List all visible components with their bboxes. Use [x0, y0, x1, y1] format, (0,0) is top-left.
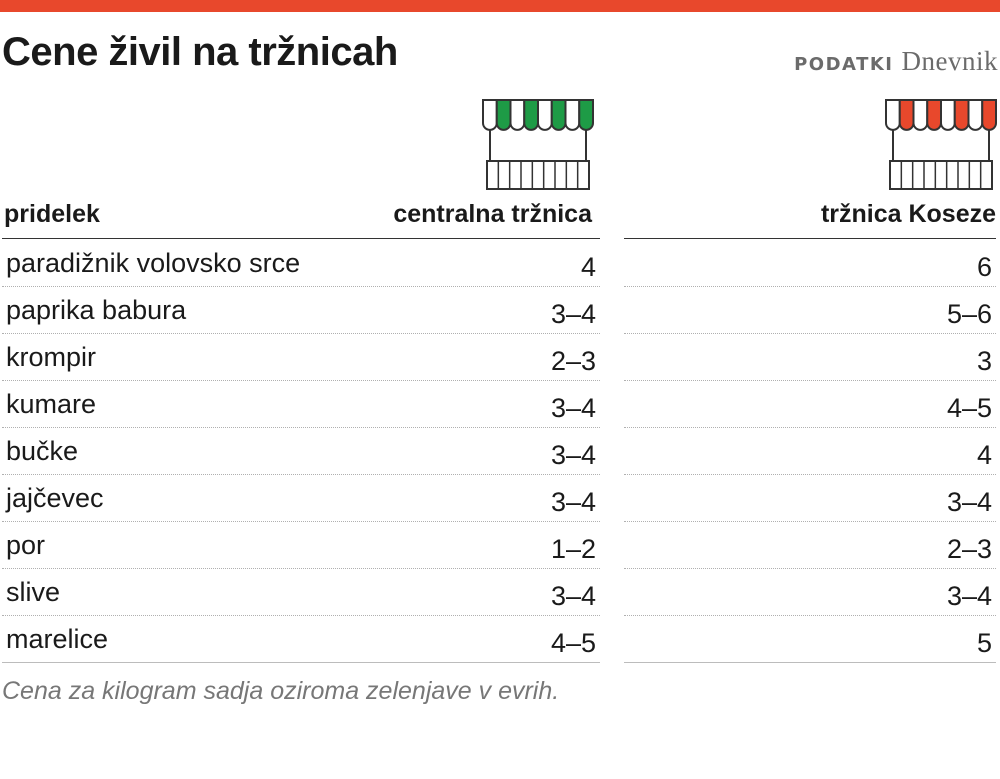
header-rule-right: [624, 238, 996, 239]
row-divider-left: [2, 380, 600, 381]
source-brand: Dnevnik: [901, 46, 998, 76]
row-value-centralna: 3–4: [550, 440, 596, 470]
column-header-koseze: tržnica Koseze: [820, 200, 996, 228]
row-divider-right: [624, 474, 996, 475]
row-value-centralna: 3–4: [550, 487, 596, 517]
row-value-koseze: 2–3: [946, 534, 992, 564]
row-value-centralna: 4: [580, 252, 596, 282]
column-header-item: pridelek: [4, 200, 100, 228]
row-item-name: paradižnik volovsko srce: [6, 248, 301, 278]
source-label: PODATKI: [794, 54, 894, 75]
header-rule-left: [2, 238, 600, 239]
row-value-koseze: 3–4: [946, 487, 992, 517]
column-header-centralna: centralna tržnica: [393, 200, 592, 228]
row-item-name: slive: [6, 577, 61, 607]
row-item-name: paprika babura: [6, 295, 187, 325]
row-divider-right: [624, 568, 996, 569]
row-item-name: jajčevec: [6, 483, 104, 513]
row-divider-right: [624, 427, 996, 428]
row-divider-right: [624, 380, 996, 381]
footnote: Cena za kilogram sadja oziroma zelenjave…: [2, 677, 560, 705]
row-item-name: kumare: [6, 389, 97, 419]
row-divider-left: [2, 615, 600, 616]
row-value-koseze: 4–5: [946, 393, 992, 423]
row-value-centralna: 4–5: [550, 628, 596, 658]
row-divider-left: [2, 474, 600, 475]
accent-bar: [0, 0, 1000, 12]
row-divider-right: [624, 333, 996, 334]
row-divider-left: [2, 568, 600, 569]
market-stall-green-icon: [482, 99, 594, 190]
row-divider-left: [2, 427, 600, 428]
row-item-name: krompir: [6, 342, 97, 372]
page-title: Cene živil na tržnicah: [2, 30, 398, 74]
row-value-centralna: 2–3: [550, 346, 596, 376]
bottom-rule-right: [624, 662, 996, 663]
row-value-centralna: 3–4: [550, 299, 596, 329]
row-item-name: por: [6, 530, 46, 560]
row-divider-left: [2, 521, 600, 522]
row-divider-right: [624, 521, 996, 522]
row-divider-right: [624, 286, 996, 287]
row-divider-right: [624, 615, 996, 616]
row-value-koseze: 3–4: [946, 581, 992, 611]
source-credit: PODATKI Dnevnik: [794, 46, 998, 77]
row-item-name: marelice: [6, 624, 109, 654]
row-value-koseze: 5–6: [946, 299, 992, 329]
row-value-centralna: 3–4: [550, 581, 596, 611]
row-value-koseze: 5: [976, 628, 992, 658]
row-divider-left: [2, 333, 600, 334]
row-value-centralna: 3–4: [550, 393, 596, 423]
row-value-koseze: 6: [976, 252, 992, 282]
row-item-name: bučke: [6, 436, 79, 466]
row-divider-left: [2, 286, 600, 287]
row-value-koseze: 4: [976, 440, 992, 470]
market-stall-red-icon: [885, 99, 997, 190]
row-value-koseze: 3: [976, 346, 992, 376]
row-value-centralna: 1–2: [550, 534, 596, 564]
bottom-rule-left: [2, 662, 600, 663]
